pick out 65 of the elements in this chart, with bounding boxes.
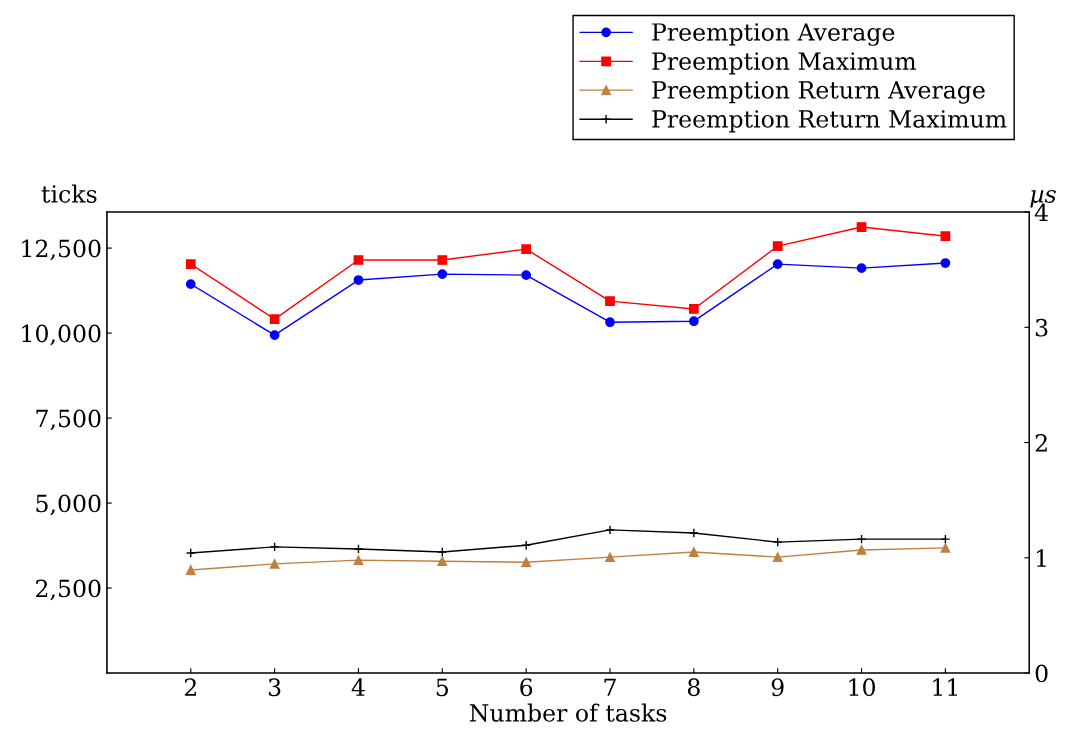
point xyxy=(437,556,448,567)
point xyxy=(437,547,448,557)
point xyxy=(940,258,951,268)
point xyxy=(269,330,280,340)
point xyxy=(353,255,364,265)
point xyxy=(605,525,615,535)
x-tick-label: 3 xyxy=(268,678,281,697)
point xyxy=(772,552,783,562)
x-tick-label: 10 xyxy=(849,678,875,697)
y-tick-label: 2,500 xyxy=(36,579,101,601)
point xyxy=(521,244,532,254)
x-tick-label: 9 xyxy=(771,678,784,697)
point xyxy=(688,304,699,314)
point xyxy=(605,317,615,328)
x-tick-label: 7 xyxy=(604,678,616,696)
point xyxy=(353,275,364,285)
point xyxy=(605,552,615,562)
point xyxy=(269,314,280,325)
point xyxy=(856,263,867,274)
point xyxy=(772,259,783,269)
x-axis-title: Number of tasks xyxy=(469,703,667,722)
legend-label: Preemption Maximum xyxy=(652,52,917,75)
point xyxy=(353,544,364,554)
point xyxy=(688,316,699,327)
point xyxy=(940,534,951,544)
point xyxy=(688,528,699,538)
point xyxy=(437,255,448,265)
point xyxy=(605,296,615,306)
point xyxy=(353,555,364,566)
point xyxy=(521,270,532,280)
x-tick-label: 2 xyxy=(184,678,196,696)
point xyxy=(940,231,951,242)
y2-tick-label: 1 xyxy=(1036,549,1046,567)
point xyxy=(269,542,280,552)
point xyxy=(521,557,532,568)
point xyxy=(856,222,867,232)
x-tick-label: 8 xyxy=(687,678,700,697)
point xyxy=(856,545,867,555)
point xyxy=(185,548,196,558)
y-tick-label: 7,500 xyxy=(36,409,101,431)
legend-label: Preemption Average xyxy=(652,23,895,46)
point xyxy=(521,540,532,551)
point xyxy=(772,537,783,548)
y2-tick-label: 3 xyxy=(1035,318,1048,337)
point xyxy=(185,259,196,269)
point xyxy=(688,547,699,557)
y-axis-title: ticks xyxy=(41,184,97,203)
point xyxy=(185,565,196,575)
point xyxy=(269,559,280,569)
x-tick-label: 4 xyxy=(351,678,365,696)
point xyxy=(437,269,448,279)
point xyxy=(940,543,951,553)
y2-tick-label: 2 xyxy=(1035,434,1047,452)
x-tick-label: 5 xyxy=(436,678,448,697)
x-tick-label: 6 xyxy=(520,678,533,697)
y-tick-label: 5,000 xyxy=(36,494,101,516)
legend-label: Preemption Return Average xyxy=(652,81,985,104)
y-tick-label: 12,500 xyxy=(22,239,101,261)
point xyxy=(772,241,783,251)
x-tick-label: 11 xyxy=(933,678,958,696)
point xyxy=(856,534,867,544)
legend-label: Preemption Return Maximum xyxy=(652,110,1007,133)
y2-tick-label: 0 xyxy=(1035,664,1048,683)
y-tick-label: 10,000 xyxy=(22,324,101,346)
point xyxy=(185,279,196,289)
